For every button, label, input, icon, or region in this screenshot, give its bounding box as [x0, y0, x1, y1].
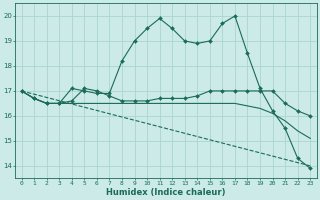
X-axis label: Humidex (Indice chaleur): Humidex (Indice chaleur) — [106, 188, 226, 197]
